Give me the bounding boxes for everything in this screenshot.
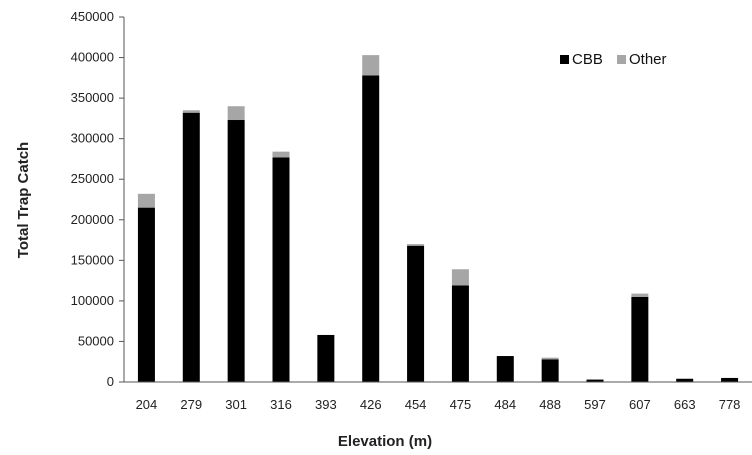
x-tick-label: 454 <box>405 397 427 412</box>
plot-area <box>137 55 739 383</box>
bar-cbb-597 <box>586 379 604 382</box>
x-tick-label: 301 <box>225 397 247 412</box>
y-tick-label: 400000 <box>71 50 114 65</box>
x-tick-label: 607 <box>629 397 651 412</box>
bar-cbb-475 <box>451 285 469 382</box>
bar-cbb-488 <box>541 359 559 382</box>
bar-cbb-484 <box>496 356 514 382</box>
x-tick-label: 597 <box>584 397 606 412</box>
bar-other-488 <box>541 357 559 360</box>
bar-other-316 <box>272 151 290 158</box>
bar-cbb-778 <box>721 377 739 382</box>
bar-cbb-393 <box>317 334 335 382</box>
bar-cbb-279 <box>182 112 200 382</box>
bar-cbb-454 <box>407 245 425 382</box>
y-axis-ticks: 0 50000 100000 150000 200000 250000 300000 3500… <box>71 9 124 389</box>
y-tick-label: 450000 <box>71 9 114 24</box>
x-axis-title: Elevation (m) <box>338 433 432 450</box>
legend-label-cbb: CBB <box>572 51 603 68</box>
y-tick-label: 350000 <box>71 90 114 105</box>
legend-swatch-cbb <box>560 55 569 64</box>
y-tick-label: 100000 <box>71 293 114 308</box>
bar-other-204 <box>137 193 155 208</box>
x-tick-label: 204 <box>136 397 158 412</box>
x-tick-label: 778 <box>719 397 741 412</box>
bar-cbb-607 <box>631 296 649 382</box>
x-tick-label: 475 <box>450 397 472 412</box>
y-tick-label: 250000 <box>71 171 114 186</box>
bar-other-279 <box>182 110 200 113</box>
legend-label-other: Other <box>629 51 667 68</box>
bar-other-607 <box>631 293 649 297</box>
bar-other-475 <box>451 269 469 286</box>
bar-other-426 <box>362 55 380 76</box>
legend: CBB Other <box>560 51 667 68</box>
bar-cbb-316 <box>272 157 290 382</box>
bar-other-301 <box>227 106 245 121</box>
y-axis-title: Total Trap Catch <box>15 142 32 258</box>
bar-cbb-426 <box>362 75 380 383</box>
y-tick-label: 300000 <box>71 131 114 146</box>
x-tick-label: 316 <box>270 397 292 412</box>
x-tick-label: 663 <box>674 397 696 412</box>
x-tick-label: 279 <box>180 397 202 412</box>
bar-cbb-663 <box>676 378 694 382</box>
y-tick-label: 200000 <box>71 212 114 227</box>
x-tick-label: 484 <box>494 397 516 412</box>
bar-cbb-301 <box>227 120 245 382</box>
y-tick-label: 50000 <box>78 333 114 348</box>
x-axis-ticks: 204 279 301 316 393 426 454 475 484 488 597 607 663 7… <box>136 397 741 412</box>
x-tick-label: 488 <box>539 397 561 412</box>
bar-cbb-204 <box>137 207 155 382</box>
legend-swatch-other <box>617 55 626 64</box>
x-tick-label: 393 <box>315 397 337 412</box>
y-tick-label: 0 <box>107 374 114 389</box>
x-tick-label: 426 <box>360 397 382 412</box>
y-tick-label: 150000 <box>71 252 114 267</box>
bar-other-454 <box>407 244 425 246</box>
